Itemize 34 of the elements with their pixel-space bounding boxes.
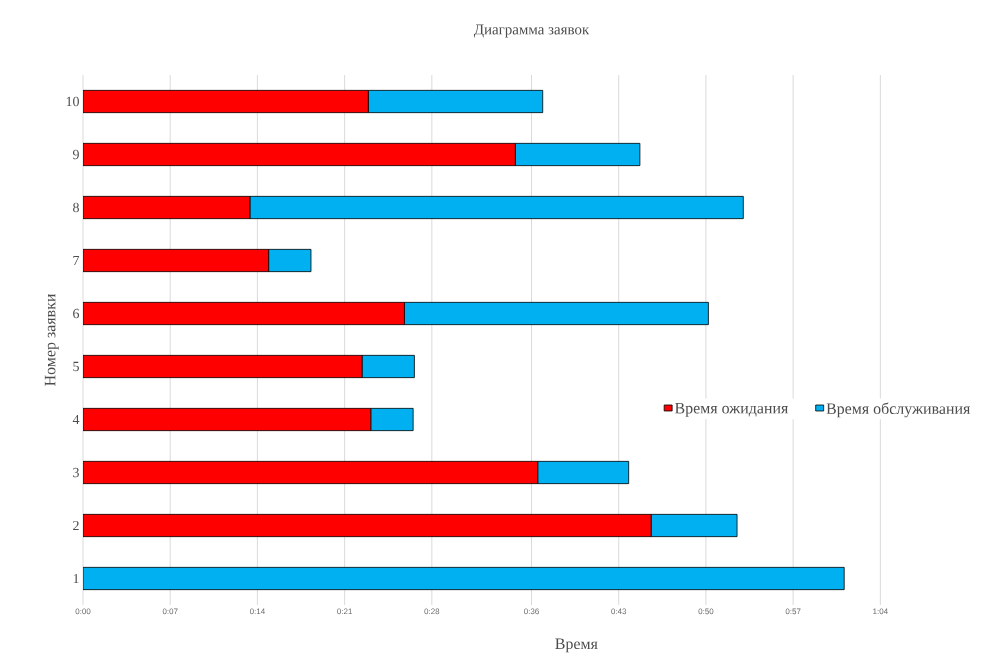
bar bbox=[650, 513, 738, 538]
y-tick-label: 6 bbox=[73, 308, 80, 319]
bar bbox=[268, 248, 312, 273]
y-tick-label: 5 bbox=[73, 361, 79, 372]
y-tick-label: 4 bbox=[72, 414, 80, 425]
bar bbox=[83, 195, 251, 220]
x-axis-title: Время bbox=[555, 638, 598, 653]
y-tick-label: 10 bbox=[66, 96, 79, 107]
y-tick-label: 1 bbox=[73, 573, 79, 584]
y-tick-label: 8 bbox=[73, 202, 79, 213]
bar bbox=[537, 460, 630, 485]
bar bbox=[367, 89, 544, 114]
y-tick-label: 7 bbox=[73, 255, 80, 266]
bar bbox=[514, 142, 641, 167]
bar bbox=[404, 301, 709, 326]
bar bbox=[83, 301, 405, 326]
bar bbox=[370, 407, 414, 432]
bar bbox=[83, 142, 516, 167]
bar bbox=[83, 89, 369, 114]
bar bbox=[249, 195, 744, 220]
legend-label: Время обслуживания bbox=[826, 402, 971, 418]
y-tick-label: 3 bbox=[73, 467, 79, 478]
bar bbox=[83, 354, 363, 379]
bar bbox=[83, 248, 270, 273]
y-tick-label: 2 bbox=[73, 520, 79, 531]
bar bbox=[83, 513, 652, 538]
legend-label: Время ожидания bbox=[674, 402, 789, 417]
bar bbox=[361, 354, 415, 379]
y-axis-title: Номер заявки bbox=[44, 293, 59, 386]
bar bbox=[83, 460, 539, 485]
y-tick-label: 9 bbox=[72, 149, 79, 160]
chart-title: Диаграмма заявок bbox=[473, 24, 590, 38]
bar bbox=[83, 566, 845, 591]
bar bbox=[83, 407, 372, 432]
